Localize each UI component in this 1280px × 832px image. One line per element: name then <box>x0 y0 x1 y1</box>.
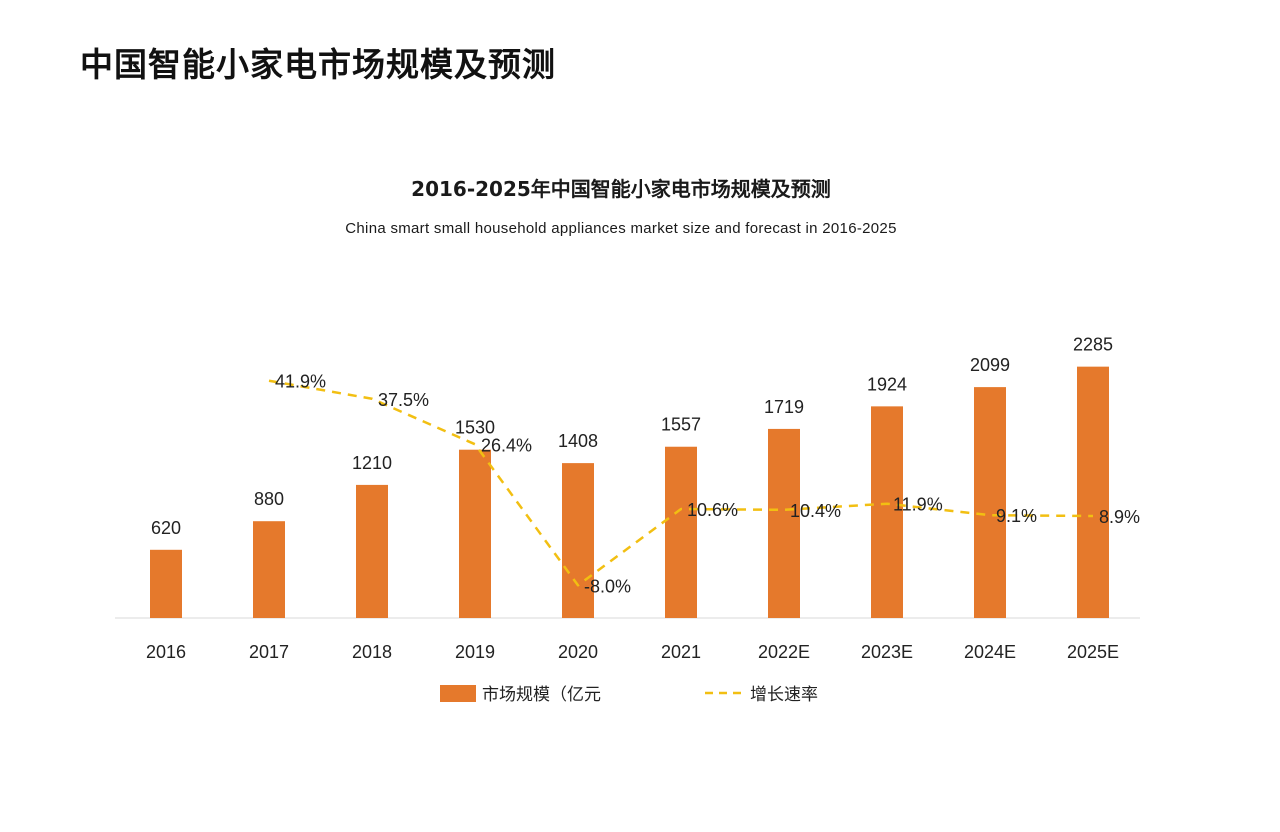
growth-rate-label-2025e: 8.9% <box>1099 507 1140 527</box>
x-tick-label-2022e: 2022E <box>758 642 810 662</box>
bar-value-label-2020: 1408 <box>558 431 598 451</box>
x-tick-label-2017: 2017 <box>249 642 289 662</box>
x-tick-label-2024e: 2024E <box>964 642 1016 662</box>
x-tick-label-2018: 2018 <box>352 642 392 662</box>
bar-2022e <box>768 428 800 618</box>
x-tick-label-2021: 2021 <box>661 642 701 662</box>
bar-value-label-2017: 880 <box>254 489 284 509</box>
bar-2020 <box>562 463 594 618</box>
growth-rate-label-2022e: 10.4% <box>790 501 841 521</box>
growth-rate-label-2017: 41.9% <box>275 372 326 392</box>
x-tick-label-2016: 2016 <box>146 642 186 662</box>
growth-rate-label-2024e: 9.1% <box>996 506 1037 526</box>
bar-2016 <box>150 549 182 618</box>
bar-value-label-2018: 1210 <box>352 453 392 473</box>
growth-rate-label-2023e: 11.9% <box>893 495 943 515</box>
growth-rate-label-2020: -8.0% <box>584 576 631 596</box>
bar-value-label-2024e: 2099 <box>970 355 1010 375</box>
x-tick-label-2025e: 2025E <box>1067 642 1119 662</box>
bar-value-label-2019: 1530 <box>455 418 495 438</box>
bar-value-label-2023e: 1924 <box>867 374 907 394</box>
growth-rate-label-2018: 37.5% <box>378 390 429 410</box>
x-tick-label-2023e: 2023E <box>861 642 913 662</box>
chart-subtitle: China smart small household appliances m… <box>345 220 896 237</box>
bars-layer <box>150 366 1109 618</box>
bar-2019 <box>459 449 491 618</box>
x-tick-label-2019: 2019 <box>455 642 495 662</box>
bar-2023e <box>871 406 903 618</box>
bar-2021 <box>665 446 697 618</box>
bar-value-label-2021: 1557 <box>661 415 701 435</box>
bar-2017 <box>253 521 285 618</box>
bar-value-label-2022e: 1719 <box>764 397 804 417</box>
legend-bar-swatch <box>440 685 476 702</box>
legend-line-label: 增长速率 <box>750 685 818 705</box>
growth-rate-line <box>268 379 1094 587</box>
page-heading: 中国智能小家电市场规模及预测 <box>80 45 556 84</box>
legend: 市场规模（亿元 增长速率 <box>440 685 818 705</box>
growth-rate-layer <box>268 379 1094 587</box>
growth-rate-label-2019: 26.4% <box>481 435 532 455</box>
bar-2018 <box>356 484 388 618</box>
bar-2025e <box>1077 366 1109 618</box>
chart-title: 2016-2025年中国智能小家电市场规模及预测 <box>411 177 831 201</box>
x-tick-label-2020: 2020 <box>558 642 598 662</box>
bar-value-label-2016: 620 <box>151 518 181 538</box>
bar-2024e <box>974 387 1006 618</box>
growth-rate-label-2021: 10.6% <box>687 500 738 520</box>
labels-layer: 620 2016 880 2017 1210 2018 1530 2019 1408 2020 15… <box>146 335 1140 662</box>
bar-value-label-2025e: 2285 <box>1073 335 1113 355</box>
legend-bar-label: 市场规模（亿元 <box>482 685 601 705</box>
